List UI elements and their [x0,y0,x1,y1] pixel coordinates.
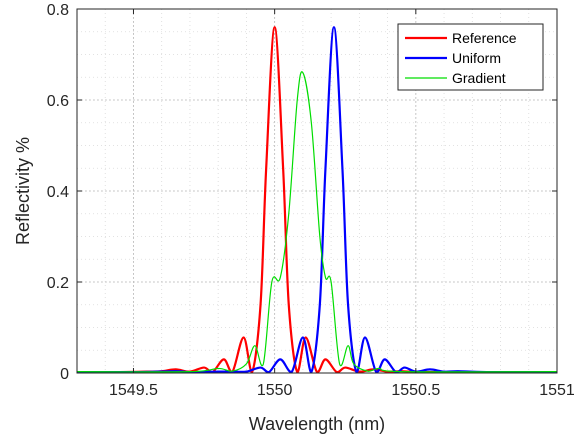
y-tick-label: 0.6 [47,93,69,110]
x-tick-label: 1550 [257,382,293,399]
y-tick-label: 0.8 [47,2,69,19]
y-axis-title: Reflectivity % [13,137,33,245]
x-axis-title: Wavelength (nm) [249,414,385,434]
y-axis-ticks: 0 0.2 0.4 0.6 0.8 [47,2,557,383]
x-tick-label: 1550.5 [391,382,440,399]
y-tick-label: 0.2 [47,275,69,292]
legend-label-uniform: Uniform [452,50,501,66]
legend-label-reference: Reference [452,30,517,46]
series-line-gradient [76,71,558,373]
major-grid [77,9,557,373]
x-tick-label: 1549.5 [109,382,158,399]
x-axis-ticks: 1549.5 1550 1550.5 1551 [109,9,575,399]
y-tick-label: 0.4 [47,184,69,201]
y-tick-label: 0 [60,366,69,383]
x-tick-label: 1551 [539,382,575,399]
legend: Reference Uniform Gradient [397,23,544,91]
legend-label-gradient: Gradient [452,70,506,86]
